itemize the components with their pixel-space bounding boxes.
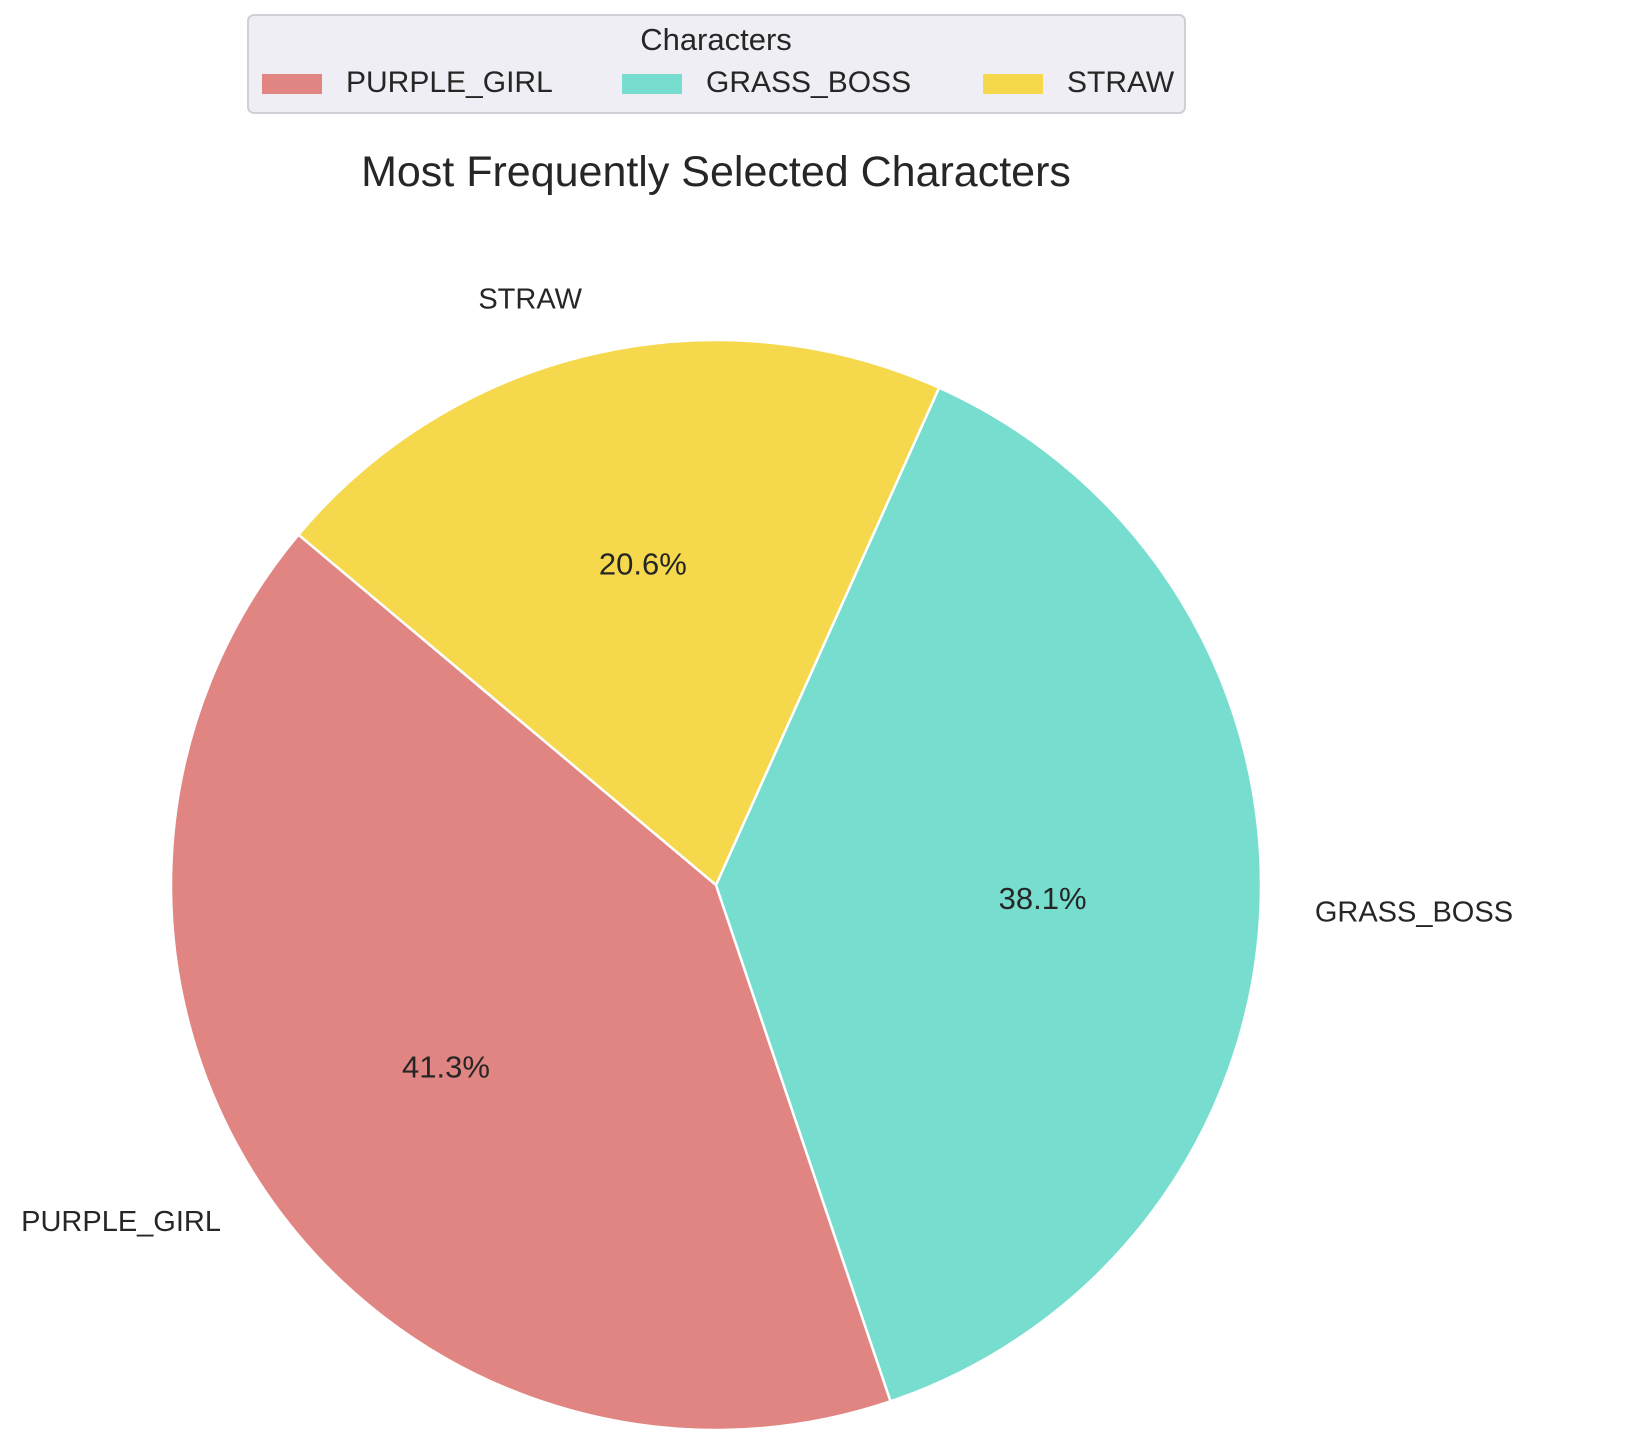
legend-entries: PURPLE_GIRL GRASS_BOSS STRAW <box>262 66 1175 99</box>
legend-swatch-grass-boss <box>622 74 682 94</box>
slice-label-purple-girl: PURPLE_GIRL <box>21 1206 221 1238</box>
chart-title: Most Frequently Selected Characters <box>361 148 1071 196</box>
legend-label-grass-boss: GRASS_BOSS <box>706 66 911 99</box>
legend-frame <box>247 14 1186 114</box>
legend-swatch-purple-girl <box>262 74 322 94</box>
legend-label-straw: STRAW <box>1067 66 1175 99</box>
pie-slice-purple-girl <box>169 532 893 1432</box>
legend-label-purple-girl: PURPLE_GIRL <box>346 66 553 99</box>
pie-labels: 41.3% PURPLE_GIRL 38.1% GRASS_BOSS 20.6% STRA… <box>21 283 1513 1238</box>
legend-title: Characters <box>640 22 792 57</box>
pct-label-straw: 20.6% <box>599 546 687 581</box>
pct-label-purple-girl: 41.3% <box>402 1050 490 1085</box>
legend: Characters PURPLE_GIRL GRASS_BOSS STRAW <box>247 14 1186 114</box>
slice-label-straw: STRAW <box>478 283 582 315</box>
pie-slices <box>169 338 1263 1432</box>
pie-slice-grass-boss <box>714 386 1263 1403</box>
pct-label-grass-boss: 38.1% <box>999 881 1087 916</box>
pie-slice-straw <box>296 338 941 888</box>
legend-swatch-straw <box>983 74 1043 94</box>
slice-label-grass-boss: GRASS_BOSS <box>1315 896 1513 928</box>
